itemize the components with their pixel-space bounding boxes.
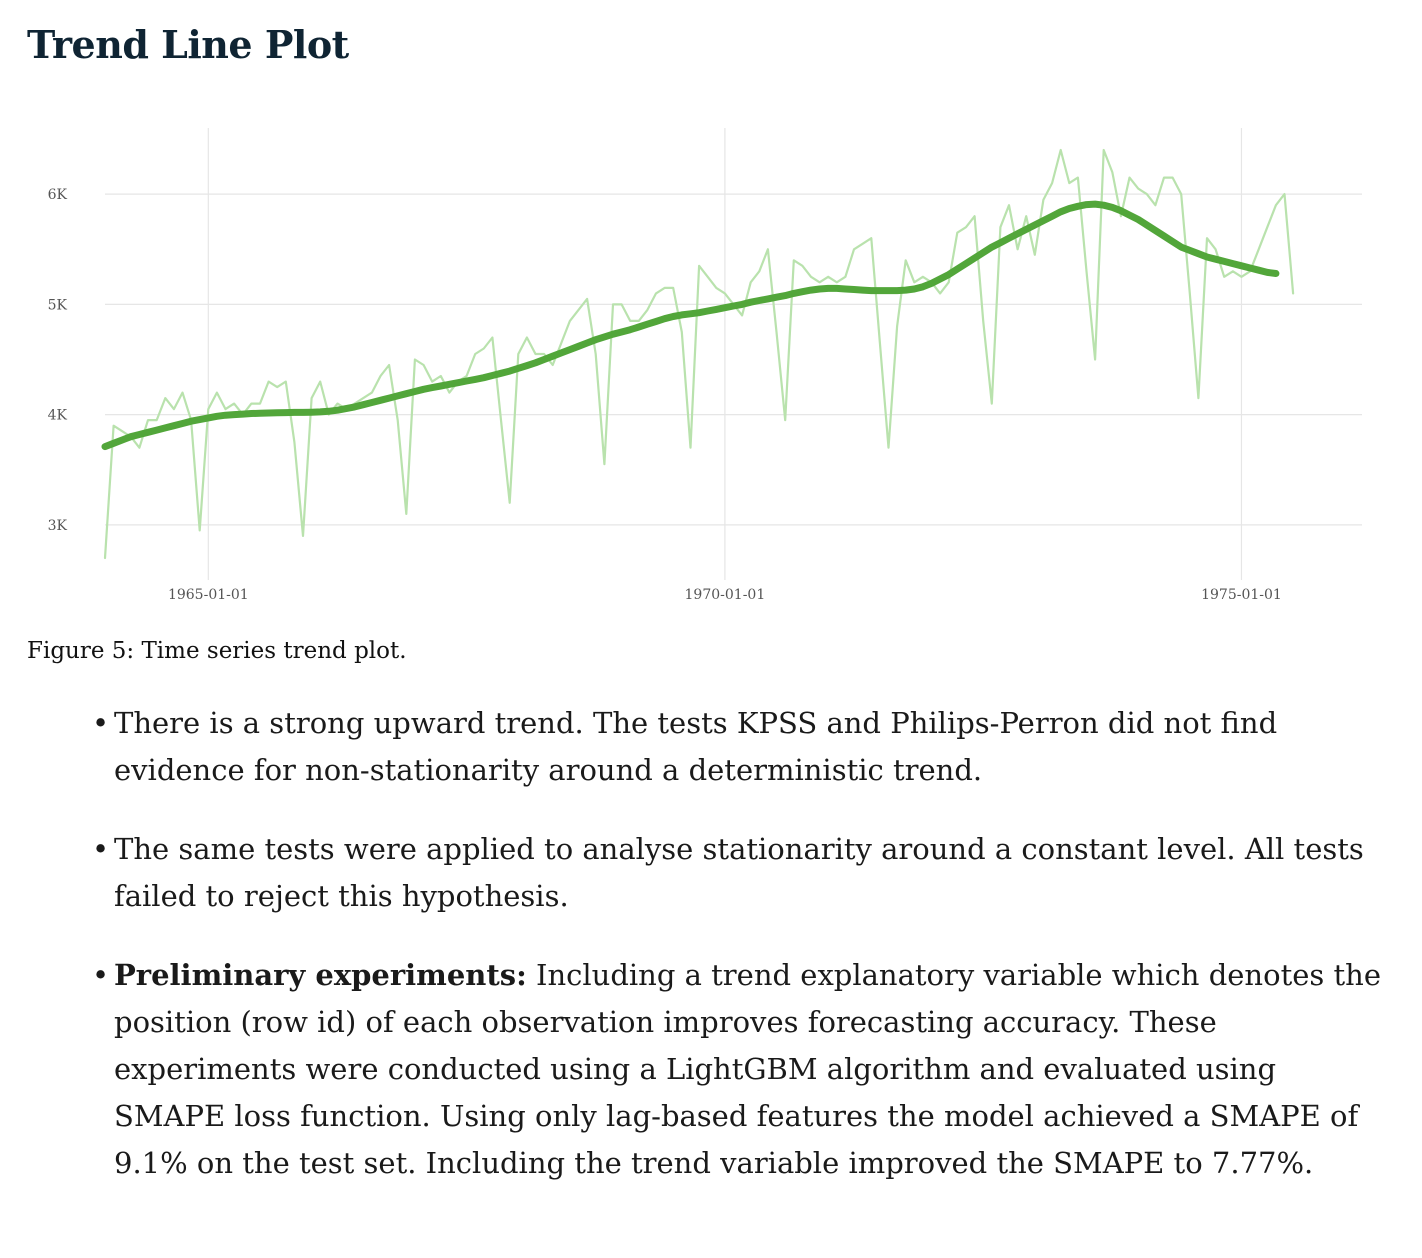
note-bold-lead: Preliminary experiments: [114, 958, 527, 992]
y-tick-labels: 3K 4K 5K 6K [48, 187, 68, 534]
trend-chart: 3K 4K 5K 6K 1965-01-01 1970-01-01 1975-01-01 [0, 110, 1422, 610]
y-tick-label: 5K [48, 297, 68, 313]
note-item: Preliminary experiments: Including a tre… [92, 952, 1392, 1187]
notes-list: There is a strong upward trend. The test… [92, 700, 1392, 1219]
raw-series-line [103, 148, 1295, 560]
y-tick-label: 4K [48, 408, 68, 424]
note-text: There is a strong upward trend. The test… [114, 706, 1278, 787]
trend-series-line [101, 200, 1280, 451]
figure-caption: Figure 5: Time series trend plot. [27, 638, 407, 664]
y-tick-label: 6K [48, 187, 68, 203]
trend-chart-svg: 3K 4K 5K 6K 1965-01-01 1970-01-01 1975-01-01 [48, 128, 1362, 603]
x-tick-labels: 1965-01-01 1970-01-01 1975-01-01 [168, 587, 1282, 603]
x-tick-label: 1975-01-01 [1201, 587, 1282, 603]
page-title: Trend Line Plot [27, 22, 349, 67]
grid-layer [105, 128, 1362, 580]
x-tick-label: 1970-01-01 [685, 587, 766, 603]
series-layer [101, 148, 1295, 560]
note-text: Including a trend explanatory variable w… [114, 958, 1381, 1180]
note-item: The same tests were applied to analyse s… [92, 826, 1392, 920]
y-tick-label: 3K [48, 518, 68, 534]
x-tick-label: 1965-01-01 [168, 587, 249, 603]
note-text: The same tests were applied to analyse s… [114, 832, 1364, 913]
note-item: There is a strong upward trend. The test… [92, 700, 1392, 794]
